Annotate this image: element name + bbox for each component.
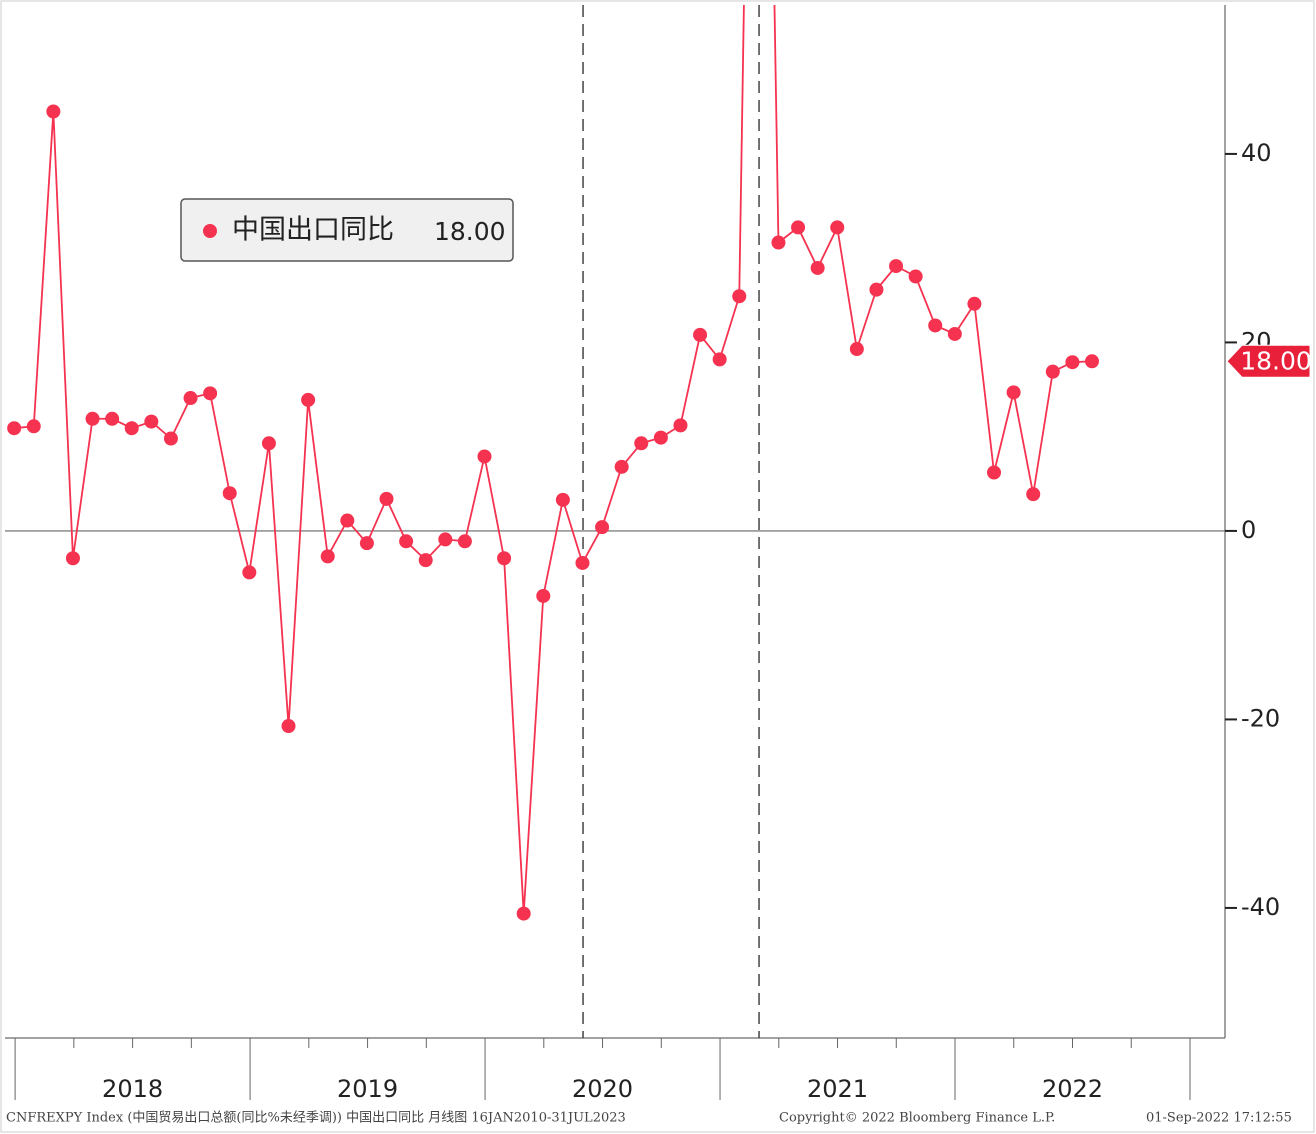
x-tick-label: 2018: [102, 1075, 163, 1103]
x-tick-label: 2019: [337, 1075, 398, 1103]
legend-box: [180, 198, 514, 262]
point: [457, 534, 472, 549]
footer-right: 01-Sep-2022 17:12:55: [1146, 1111, 1292, 1126]
x-tick-label: 2020: [572, 1075, 633, 1103]
legend-value: 18.00: [434, 217, 506, 246]
point: [438, 532, 453, 547]
point: [987, 465, 1002, 480]
point: [203, 386, 218, 401]
point: [928, 318, 943, 333]
point: [791, 220, 806, 235]
point: [1085, 354, 1100, 369]
point: [889, 259, 904, 274]
point: [575, 555, 590, 570]
point: [418, 553, 433, 568]
point: [85, 411, 100, 426]
point: [144, 414, 159, 429]
point: [46, 104, 61, 119]
point: [261, 436, 276, 451]
point: [555, 492, 570, 507]
point: [849, 342, 864, 357]
point: [222, 486, 237, 501]
point: [1026, 487, 1041, 502]
plot-area: [7, 5, 1100, 921]
value-tag-label: 18.00: [1240, 346, 1312, 375]
point: [967, 296, 982, 311]
point: [712, 352, 727, 367]
point: [183, 391, 198, 406]
point: [1006, 385, 1021, 400]
point: [595, 520, 610, 535]
point: [105, 411, 120, 426]
point: [497, 551, 512, 566]
point: [947, 326, 962, 341]
point: [124, 421, 139, 436]
point: [242, 565, 257, 580]
y-tick-label: -40: [1241, 893, 1280, 921]
footer-left: CNFREXPY Index (中国贸易出口总额(同比%未经季调)) 中国出口同…: [6, 1111, 626, 1126]
point: [477, 449, 492, 464]
y-tick-label: -20: [1241, 704, 1280, 732]
point: [908, 269, 923, 284]
point: [7, 421, 22, 436]
value-tag: [1226, 344, 1311, 378]
point: [281, 719, 296, 734]
point: [634, 436, 649, 451]
y-tick-label: 40: [1241, 139, 1272, 167]
point: [65, 551, 80, 566]
point: [673, 418, 688, 433]
x-tick-label: 2021: [807, 1075, 868, 1103]
legend-marker: [203, 224, 217, 238]
point: [536, 588, 551, 603]
legend: 中国出口同比 18.00: [180, 198, 514, 262]
point: [1065, 355, 1080, 370]
point: [359, 536, 374, 551]
point: [810, 260, 825, 275]
point: [693, 327, 708, 342]
point: [320, 549, 335, 564]
point: [301, 392, 316, 407]
point: [653, 430, 668, 445]
legend-label: 中国出口同比: [232, 215, 394, 246]
point: [163, 431, 178, 446]
footer-center: Copyright© 2022 Bloomberg Finance L.P.: [779, 1111, 1055, 1126]
point: [869, 282, 884, 297]
point: [340, 513, 355, 528]
point: [26, 419, 41, 434]
point: [1045, 364, 1060, 379]
point: [732, 289, 747, 304]
point: [379, 491, 394, 506]
x-tick-label: 2022: [1042, 1075, 1103, 1103]
point: [614, 459, 629, 474]
point: [399, 534, 414, 549]
point: [516, 906, 531, 921]
y-tick-label: 0: [1241, 516, 1256, 544]
point: [830, 220, 845, 235]
series-line: [14, 5, 1093, 914]
point: [771, 235, 786, 250]
